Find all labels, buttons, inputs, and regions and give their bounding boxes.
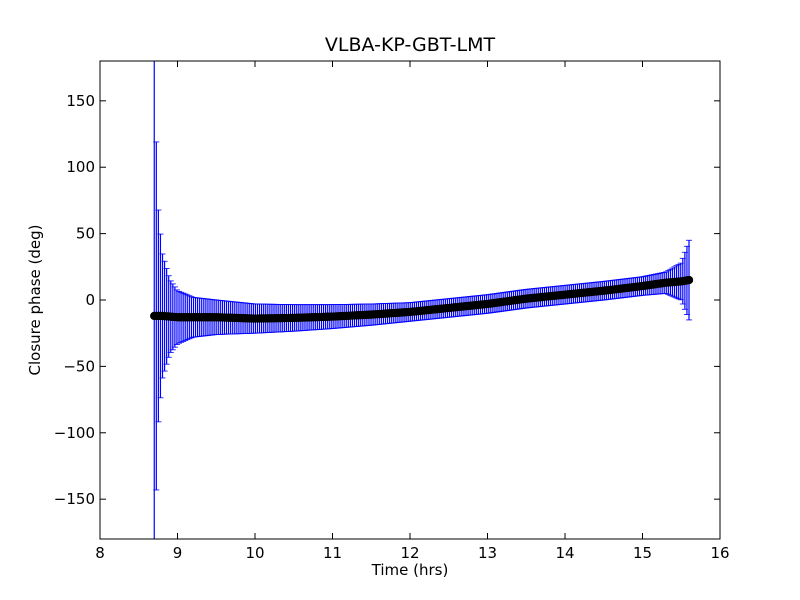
chart-title: VLBA-KP-GBT-LMT <box>324 34 496 56</box>
y-tick-label: −50 <box>63 357 95 375</box>
x-tick-label: 10 <box>245 544 264 562</box>
x-tick-label: 11 <box>323 544 342 562</box>
axis-ticks: 8 9 10 11 12 13 14 15 16 −150 −100 −50 0 50 100 150 <box>54 61 730 562</box>
y-tick-label: 150 <box>66 92 95 110</box>
x-tick-label: 16 <box>710 544 729 562</box>
y-tick-label: −150 <box>54 490 95 508</box>
y-tick-label: 50 <box>76 225 95 243</box>
x-tick-label: 14 <box>555 544 574 562</box>
x-tick-label: 9 <box>173 544 183 562</box>
x-tick-label: 8 <box>95 544 105 562</box>
x-tick-label: 13 <box>478 544 497 562</box>
y-tick-label: −100 <box>54 424 95 442</box>
x-tick-label: 12 <box>400 544 419 562</box>
y-tick-label: 0 <box>85 291 95 309</box>
x-tick-label: 15 <box>633 544 652 562</box>
x-axis-label: Time (hrs) <box>371 561 449 579</box>
y-tick-label: 100 <box>66 158 95 176</box>
data-point <box>684 275 694 285</box>
data-point-layer <box>150 275 694 323</box>
